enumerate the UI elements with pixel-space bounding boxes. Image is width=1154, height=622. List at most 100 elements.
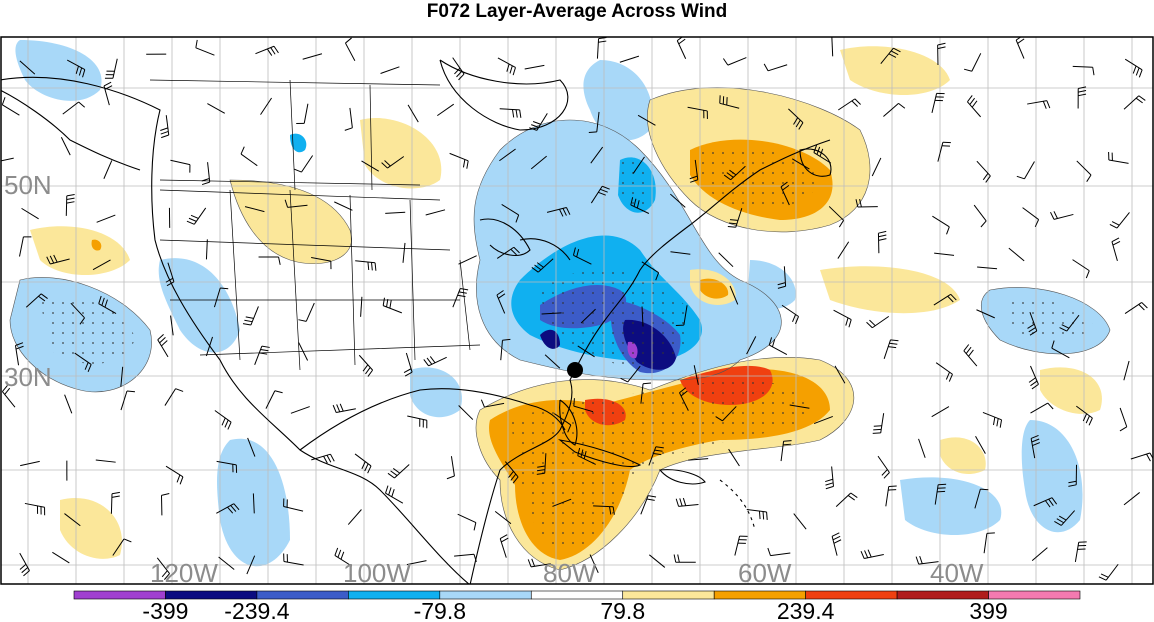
wind-barb (165, 262, 175, 287)
wind-barb (1033, 497, 1058, 508)
wind-barb (1108, 151, 1129, 164)
wind-barb (423, 356, 447, 367)
wind-barb (728, 448, 740, 467)
florida (559, 399, 578, 446)
latitude-label: 50N (4, 170, 52, 200)
state-borders (149, 79, 481, 371)
wind-barb (531, 258, 554, 273)
wind-barb (95, 459, 116, 463)
wind-barb (98, 295, 117, 315)
wind-barb (1051, 340, 1070, 359)
wind-barb (934, 483, 947, 505)
wind-barb (590, 185, 610, 204)
wind-barb (65, 193, 75, 216)
wind-barb (746, 508, 768, 520)
wind-barb (195, 39, 215, 56)
wind-barb (669, 193, 686, 208)
wind-barb (170, 159, 191, 173)
wind-barb (632, 156, 645, 174)
wind-barb (689, 159, 699, 183)
wind-barb (284, 199, 308, 208)
longitude-label: 120W (150, 558, 218, 586)
stippling (40, 146, 1095, 551)
pos-contour-light (230, 180, 352, 264)
wind-barb (446, 456, 455, 480)
gulf-coast (299, 388, 566, 451)
neg-contour-light (1021, 420, 1083, 533)
wind-barb (932, 215, 950, 235)
pos-contour-medium (91, 239, 102, 251)
wind-barb (64, 394, 73, 414)
wind-barb (649, 554, 666, 568)
neg-contour-light (410, 367, 462, 418)
wind-barb (1123, 360, 1130, 381)
wind-barb (676, 37, 687, 59)
wind-barb (675, 305, 688, 326)
wind-barb (541, 312, 562, 315)
map-panel: 50N 30N 120W 100W 80W 60W 40W (0, 36, 1154, 586)
wind-barb (283, 553, 304, 566)
wind-barb (454, 553, 477, 563)
hudson-bay (439, 59, 569, 131)
wind-barb (1, 97, 20, 116)
wind-barb (976, 160, 991, 183)
wind-barb (648, 446, 664, 466)
wind-barb (311, 256, 332, 270)
wind-barb (1022, 207, 1040, 228)
wind-barb (1119, 407, 1128, 432)
wind-barb (19, 236, 32, 257)
wind-barb (1124, 58, 1143, 78)
wind-barb (975, 436, 986, 454)
wind-barb (186, 207, 207, 225)
wind-barb (290, 406, 310, 414)
wind-barb (580, 308, 596, 324)
wind-barb (46, 254, 70, 265)
wind-barb (722, 57, 747, 66)
wind-barb (216, 503, 240, 514)
wind-barb (693, 365, 699, 385)
wind-barb (546, 207, 571, 217)
wind-barb (967, 95, 982, 118)
wind-barb (358, 354, 374, 377)
wind-barb (244, 206, 265, 213)
wind-barb (334, 201, 353, 211)
wind-barb (160, 493, 170, 516)
wind-barb (572, 247, 592, 265)
wind-barb (497, 57, 516, 76)
wind-barb (640, 382, 652, 404)
wind-barb (458, 405, 474, 420)
wind-barb (1027, 100, 1051, 109)
wind-barb (1028, 365, 1039, 390)
neg-contour-light (583, 60, 653, 141)
wind-barb (1031, 547, 1048, 562)
wind-barb (385, 211, 406, 214)
wind-barb (246, 555, 256, 575)
pos-contour-light (60, 498, 122, 559)
wind-barb (110, 491, 120, 514)
pos-contour-light (820, 266, 960, 314)
wind-barb (344, 37, 356, 61)
wind-barb (872, 413, 885, 434)
wind-barb (361, 160, 379, 172)
wind-barb (688, 458, 709, 461)
wind-barb (52, 551, 70, 564)
wind-barb (723, 165, 746, 181)
wind-barb (777, 266, 787, 289)
wind-barb (385, 485, 404, 504)
wind-barb (496, 290, 506, 314)
colorbar-label: 399 (969, 598, 1007, 622)
wind-barb (918, 438, 926, 458)
wind-barb (120, 366, 124, 387)
wind-barb (382, 297, 403, 314)
wind-barb (347, 509, 362, 525)
wind-barb (527, 558, 551, 568)
wind-barb (729, 285, 739, 305)
neg-contour-light (900, 477, 1002, 535)
wind-barb (62, 101, 86, 115)
wind-barb (334, 547, 353, 567)
wind-barb (407, 415, 428, 429)
wind-barb (293, 155, 314, 173)
wind-barb (670, 251, 691, 255)
wind-barb (14, 342, 24, 366)
wind-barb (554, 413, 572, 433)
